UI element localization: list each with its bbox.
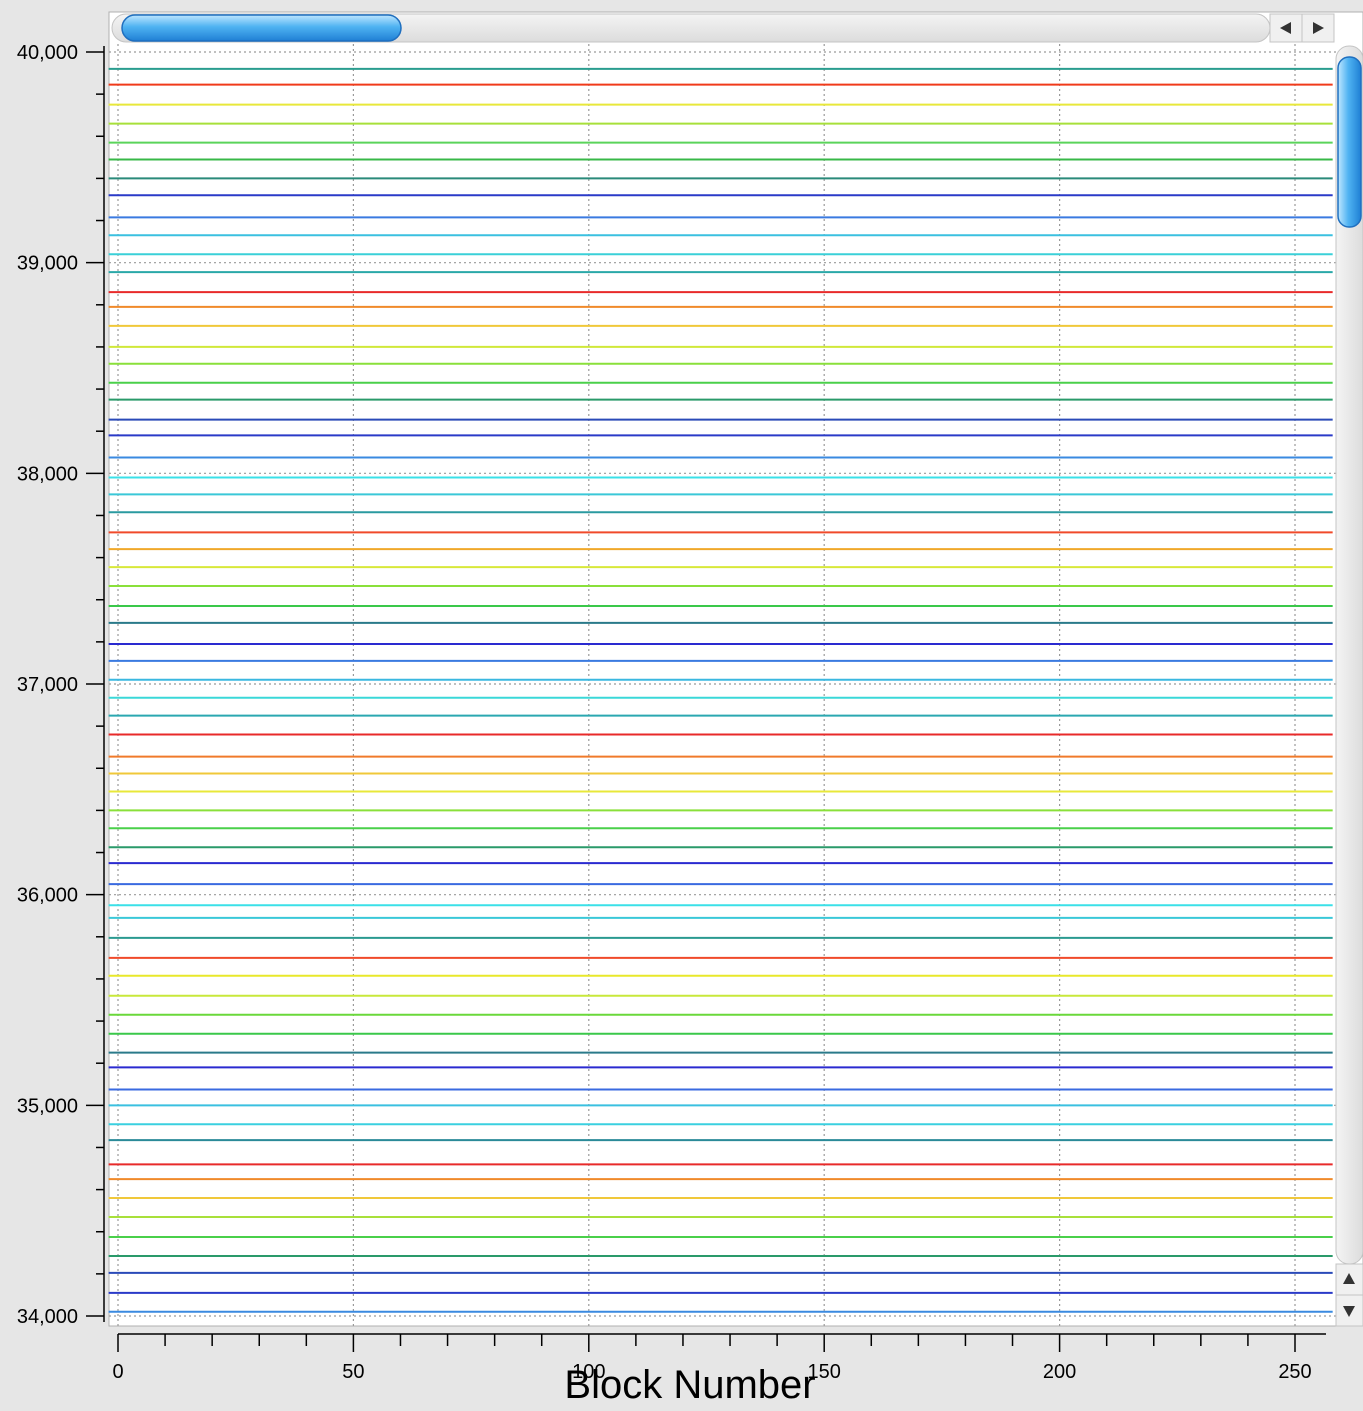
vertical-scroll-track[interactable] [1335,45,1363,1265]
x-axis-label: Block Number [564,1363,815,1407]
y-axis: 34,000 35,000 36,000 37,000 38,000 39,000 40,0… [17,42,105,1328]
horizontal-scroll-thumb[interactable] [121,14,402,42]
y-tick-label: 34,000 [17,1306,78,1328]
y-tick-label: 35,000 [17,1095,78,1117]
arrow-left-icon [1280,22,1291,34]
y-tick-label: 39,000 [17,253,78,275]
arrow-up-icon [1343,1273,1355,1284]
series-layer [108,67,1333,1313]
horizontal-scrollbar[interactable] [111,13,1335,43]
vertical-scrollbar[interactable] [1335,45,1363,1327]
x-tick-label: 100 [572,1361,605,1383]
x-tick-label: 50 [342,1361,364,1383]
y-tick-label: 37,000 [17,674,78,696]
arrow-down-icon [1343,1306,1355,1317]
x-tick-label: 200 [1043,1361,1076,1383]
plot-area [108,11,1363,1327]
x-tick-label: 0 [112,1361,123,1383]
y-tick-label: 38,000 [17,463,78,485]
vertical-scroll-thumb[interactable] [1337,56,1362,228]
grid [109,44,1336,1326]
x-tick-label: 250 [1278,1361,1311,1383]
arrow-right-icon [1313,22,1324,34]
y-tick-label: 40,000 [17,42,78,64]
x-tick-label: 150 [808,1361,841,1383]
y-tick-label: 36,000 [17,885,78,907]
scroll-right-button[interactable] [1301,13,1335,43]
x-axis: 0 50 100 150 200 250 [112,1333,1326,1383]
